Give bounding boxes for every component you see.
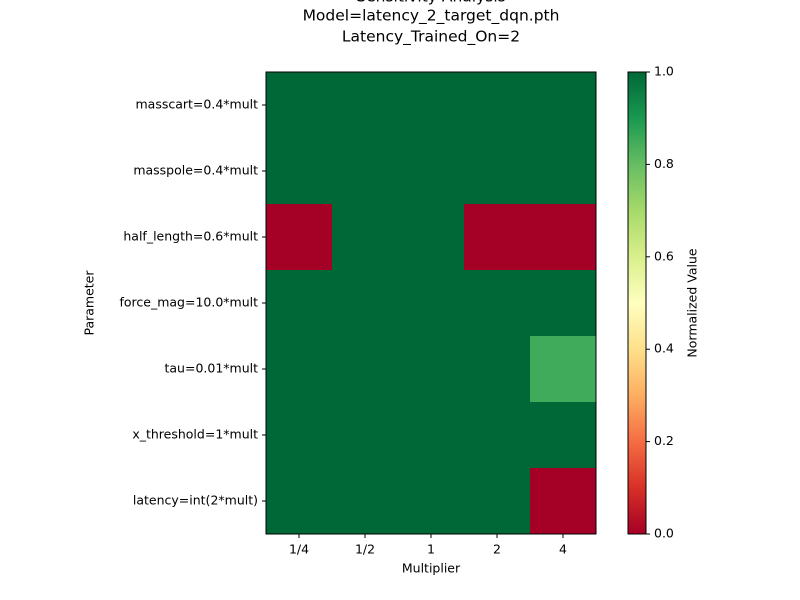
heatmap-cell [464, 402, 531, 469]
heatmap-cell [464, 72, 531, 139]
heatmap-cell [332, 138, 399, 205]
heatmap-cell [530, 468, 597, 535]
heatmap-cell [332, 72, 399, 139]
y-tick-label: half_length=0.6*mult [123, 229, 258, 244]
heatmap-cell [530, 72, 597, 139]
heatmap-cell [332, 336, 399, 403]
x-tick-label: 1/4 [289, 542, 309, 557]
colorbar-tick-label: 0.0 [654, 526, 674, 541]
y-axis-label: Parameter [82, 270, 97, 336]
colorbar-tick-label: 0.2 [654, 433, 674, 448]
y-tick-label: x_threshold=1*mult [132, 427, 258, 442]
heatmap-cell [464, 468, 531, 535]
heatmap-cell [398, 468, 465, 535]
colorbar [627, 71, 647, 535]
heatmap-cell [266, 138, 333, 205]
colorbar-label: Normalized Value [685, 248, 700, 357]
heatmap-cell [332, 204, 399, 271]
colorbar-tick-label: 1.0 [654, 64, 674, 79]
y-tick-label: tau=0.01*mult [164, 361, 258, 376]
heatmap-cell [266, 336, 333, 403]
x-tick-label: 1 [427, 542, 435, 557]
colorbar-tick-label: 0.6 [654, 248, 674, 263]
colorbar-tick-label: 0.8 [654, 156, 674, 171]
heatmap-cell [266, 402, 333, 469]
heatmap-cell [530, 336, 597, 403]
colorbar-tick-label: 0.4 [654, 341, 674, 356]
heatmap-cell [530, 204, 597, 271]
chart-title: Sensitivity Analysis [356, 0, 505, 6]
y-tick-label: masspole=0.4*mult [133, 163, 258, 178]
chart-title: Latency_Trained_On=2 [342, 28, 520, 47]
heatmap-cell [398, 138, 465, 205]
heatmap-cell [530, 270, 597, 337]
heatmap-cell [332, 402, 399, 469]
y-tick-label: force_mag=10.0*mult [119, 295, 258, 310]
heatmap-cell [530, 138, 597, 205]
heatmap-cell [398, 336, 465, 403]
heatmap-cell [332, 468, 399, 535]
y-tick-label: masscart=0.4*mult [135, 97, 258, 112]
heatmap-cell [398, 402, 465, 469]
x-tick-label: 2 [493, 542, 501, 557]
heatmap-cell [266, 468, 333, 535]
heatmap-cell [464, 138, 531, 205]
heatmap-cell [464, 336, 531, 403]
heatmap-cell [398, 204, 465, 271]
heatmap-cell [398, 270, 465, 337]
heatmap-cell [266, 270, 333, 337]
heatmap-cell [398, 72, 465, 139]
heatmap-cell [464, 270, 531, 337]
x-axis-label: Multiplier [402, 561, 461, 576]
heatmap-cell [530, 402, 597, 469]
heatmap-cell [464, 204, 531, 271]
x-tick-label: 4 [559, 542, 567, 557]
heatmap-cell [332, 270, 399, 337]
chart-title: Model=latency_2_target_dqn.pth [303, 7, 560, 26]
heatmap-cell [266, 72, 333, 139]
y-tick-label: latency=int(2*mult) [133, 493, 258, 508]
heatmap-cell [266, 204, 333, 271]
x-tick-label: 1/2 [355, 542, 375, 557]
